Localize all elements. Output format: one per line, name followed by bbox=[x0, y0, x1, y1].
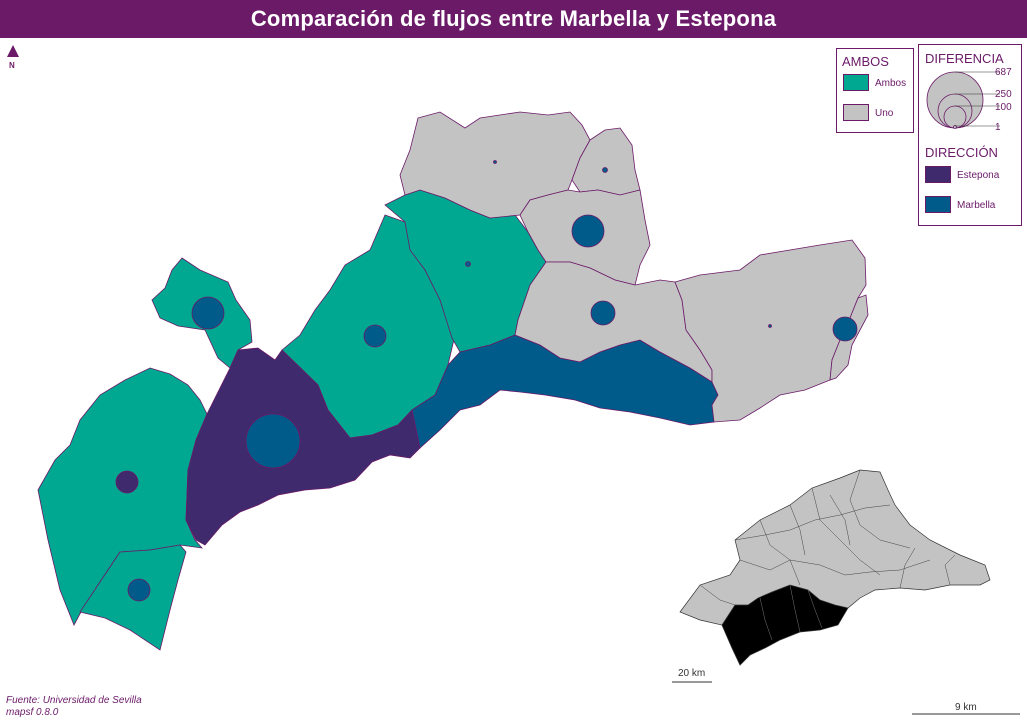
legend-value-100: 100 bbox=[995, 102, 1012, 113]
legend-ambos: AMBOS Ambos Uno bbox=[836, 48, 914, 133]
flow-circle-igualeja bbox=[571, 214, 605, 248]
flow-circle-benahavis bbox=[363, 324, 387, 348]
legend-circles bbox=[926, 71, 1000, 129]
legend-value-250: 250 bbox=[995, 89, 1012, 100]
inset-highlight bbox=[721, 584, 849, 666]
title-bar: Comparación de flujos entre Marbella y E… bbox=[0, 0, 1027, 38]
legend-value-687: 687 bbox=[995, 67, 1012, 78]
swatch-uno bbox=[843, 104, 869, 121]
source-line-1: Fuente: Universidad de Sevilla bbox=[6, 695, 142, 706]
legend-diferencia-title: DIFERENCIA bbox=[925, 51, 1004, 66]
swatch-estepona bbox=[925, 166, 951, 183]
municipality-ojen bbox=[514, 261, 713, 383]
swatch-ambos bbox=[843, 74, 869, 91]
flow-circle-ronda bbox=[493, 160, 497, 164]
source-line-2: mapsf 0.8.0 bbox=[6, 707, 59, 718]
map-title: Comparación de flujos entre Marbella y E… bbox=[250, 6, 777, 31]
flow-circle-manilva bbox=[127, 578, 151, 602]
north-arrow: N bbox=[6, 44, 20, 70]
legend-uno-label: Uno bbox=[875, 108, 894, 119]
north-arrow-icon bbox=[7, 45, 19, 57]
flow-circle-casares bbox=[115, 470, 139, 494]
flow-circle-mijas bbox=[768, 324, 772, 328]
flow-circle-fuengirola bbox=[832, 316, 858, 342]
legend-value-1: 1 bbox=[995, 122, 1001, 133]
swatch-marbella bbox=[925, 196, 951, 213]
municipality-estepona bbox=[185, 347, 421, 546]
municipalities bbox=[37, 111, 869, 651]
legend-direccion-title: DIRECCIÓN bbox=[925, 145, 998, 160]
legend-estepona-label: Estepona bbox=[957, 170, 1000, 181]
legend-ambos-title: AMBOS bbox=[842, 54, 889, 69]
north-label: N bbox=[9, 61, 15, 70]
flow-circle-ojen bbox=[590, 300, 616, 326]
scale-bars bbox=[672, 681, 1020, 715]
flow-circles bbox=[115, 160, 858, 602]
flow-circle-parauta bbox=[602, 167, 608, 173]
flow-circle-estepona bbox=[245, 413, 301, 469]
legend-marbella-label: Marbella bbox=[957, 200, 996, 211]
flow-circle-istan bbox=[465, 261, 471, 267]
main-scale-label: 9 km bbox=[955, 702, 977, 713]
legend-ambos-label: Ambos bbox=[875, 78, 907, 89]
inset-scale-label: 20 km bbox=[678, 668, 706, 679]
inset-map bbox=[679, 469, 991, 666]
flow-circle-genalguacil bbox=[191, 296, 225, 330]
legend-diferencia-direccion: DIFERENCIA 687 250 100 1 DIRECCIÓN Estep… bbox=[918, 44, 1022, 226]
